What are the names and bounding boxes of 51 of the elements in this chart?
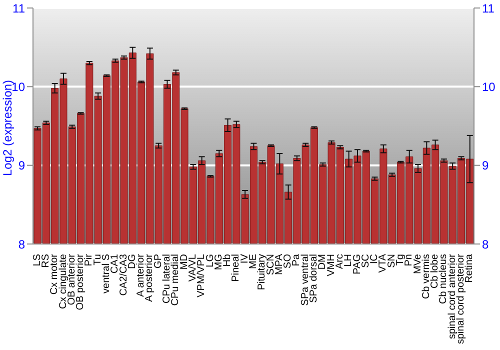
y-tick-label: 8 xyxy=(18,237,26,252)
x-tick-label: ventral S xyxy=(101,254,112,294)
y2-tick-label: 8 xyxy=(482,237,489,252)
x-tick-label: CA2/CA3 xyxy=(118,254,130,296)
y2-tick-label: 9 xyxy=(482,158,489,173)
y2-tick-label: 10 xyxy=(482,80,496,94)
x-tick-label: VMH xyxy=(326,254,337,276)
x-tick-label: SCN xyxy=(265,254,276,276)
x-tick-label: LG xyxy=(204,254,216,268)
y-tick-label: 10 xyxy=(12,80,26,94)
x-tick-label: Pituitary xyxy=(256,254,268,290)
y2-tick-label: 11 xyxy=(482,1,495,16)
x-tick-label: ME xyxy=(248,254,259,269)
x-tick-label: OB posterior xyxy=(75,253,86,310)
x-tick-label: IV xyxy=(239,254,250,264)
x-tick-label: Cb nucleus xyxy=(438,254,450,304)
x-tick-label: VPM/VPL xyxy=(196,254,208,298)
x-tick-label: SC xyxy=(360,254,372,268)
x-tick-label: Pineal xyxy=(230,254,242,282)
x-tick-label: GP xyxy=(152,254,164,268)
x-tick-label: A posterior xyxy=(144,253,156,302)
y-axis-title: Log2 (expression) xyxy=(0,80,14,176)
x-tick-label: Pir xyxy=(84,253,95,266)
x-tick-label: Arc xyxy=(334,254,346,269)
x-tick-label: Cb vermis xyxy=(420,254,432,300)
y-tick-label: 9 xyxy=(18,158,26,173)
x-tick-label: Tg xyxy=(395,254,406,266)
x-tick-label: PAG xyxy=(352,254,363,274)
x-tick-label: SPa ventral xyxy=(300,254,311,306)
x-tick-label: Retina xyxy=(464,254,476,283)
x-tick-label: LH xyxy=(343,254,354,267)
x-tick-label: DM xyxy=(317,254,328,270)
y-tick-label: 11 xyxy=(12,1,26,16)
x-tick-label: CA1 xyxy=(110,254,121,274)
x-tick-label: Cx cingulate xyxy=(58,254,69,310)
x-tick-label: Tu xyxy=(92,254,104,266)
x-tick-label: MG xyxy=(213,254,224,270)
x-tick-label: DG xyxy=(126,254,138,269)
x-tick-label: Pn xyxy=(404,254,415,266)
x-tick-label: MVe xyxy=(412,254,424,274)
x-tick-label: Pa xyxy=(291,254,302,266)
x-tick-label: VA/VL xyxy=(187,254,198,282)
x-tick-label: RS xyxy=(40,254,52,268)
x-tick-label: LS xyxy=(32,254,43,266)
x-tick-label: VTA xyxy=(378,254,389,273)
x-tick-label: CPu medial xyxy=(170,254,182,306)
x-tick-label: SN xyxy=(386,254,398,268)
x-tick-label: OB anterior xyxy=(66,253,78,306)
x-tick-label: spinal cord posterior xyxy=(456,253,467,344)
x-tick-label: spinal cord anterior xyxy=(446,253,458,340)
x-tick-label: MPA xyxy=(274,254,285,275)
